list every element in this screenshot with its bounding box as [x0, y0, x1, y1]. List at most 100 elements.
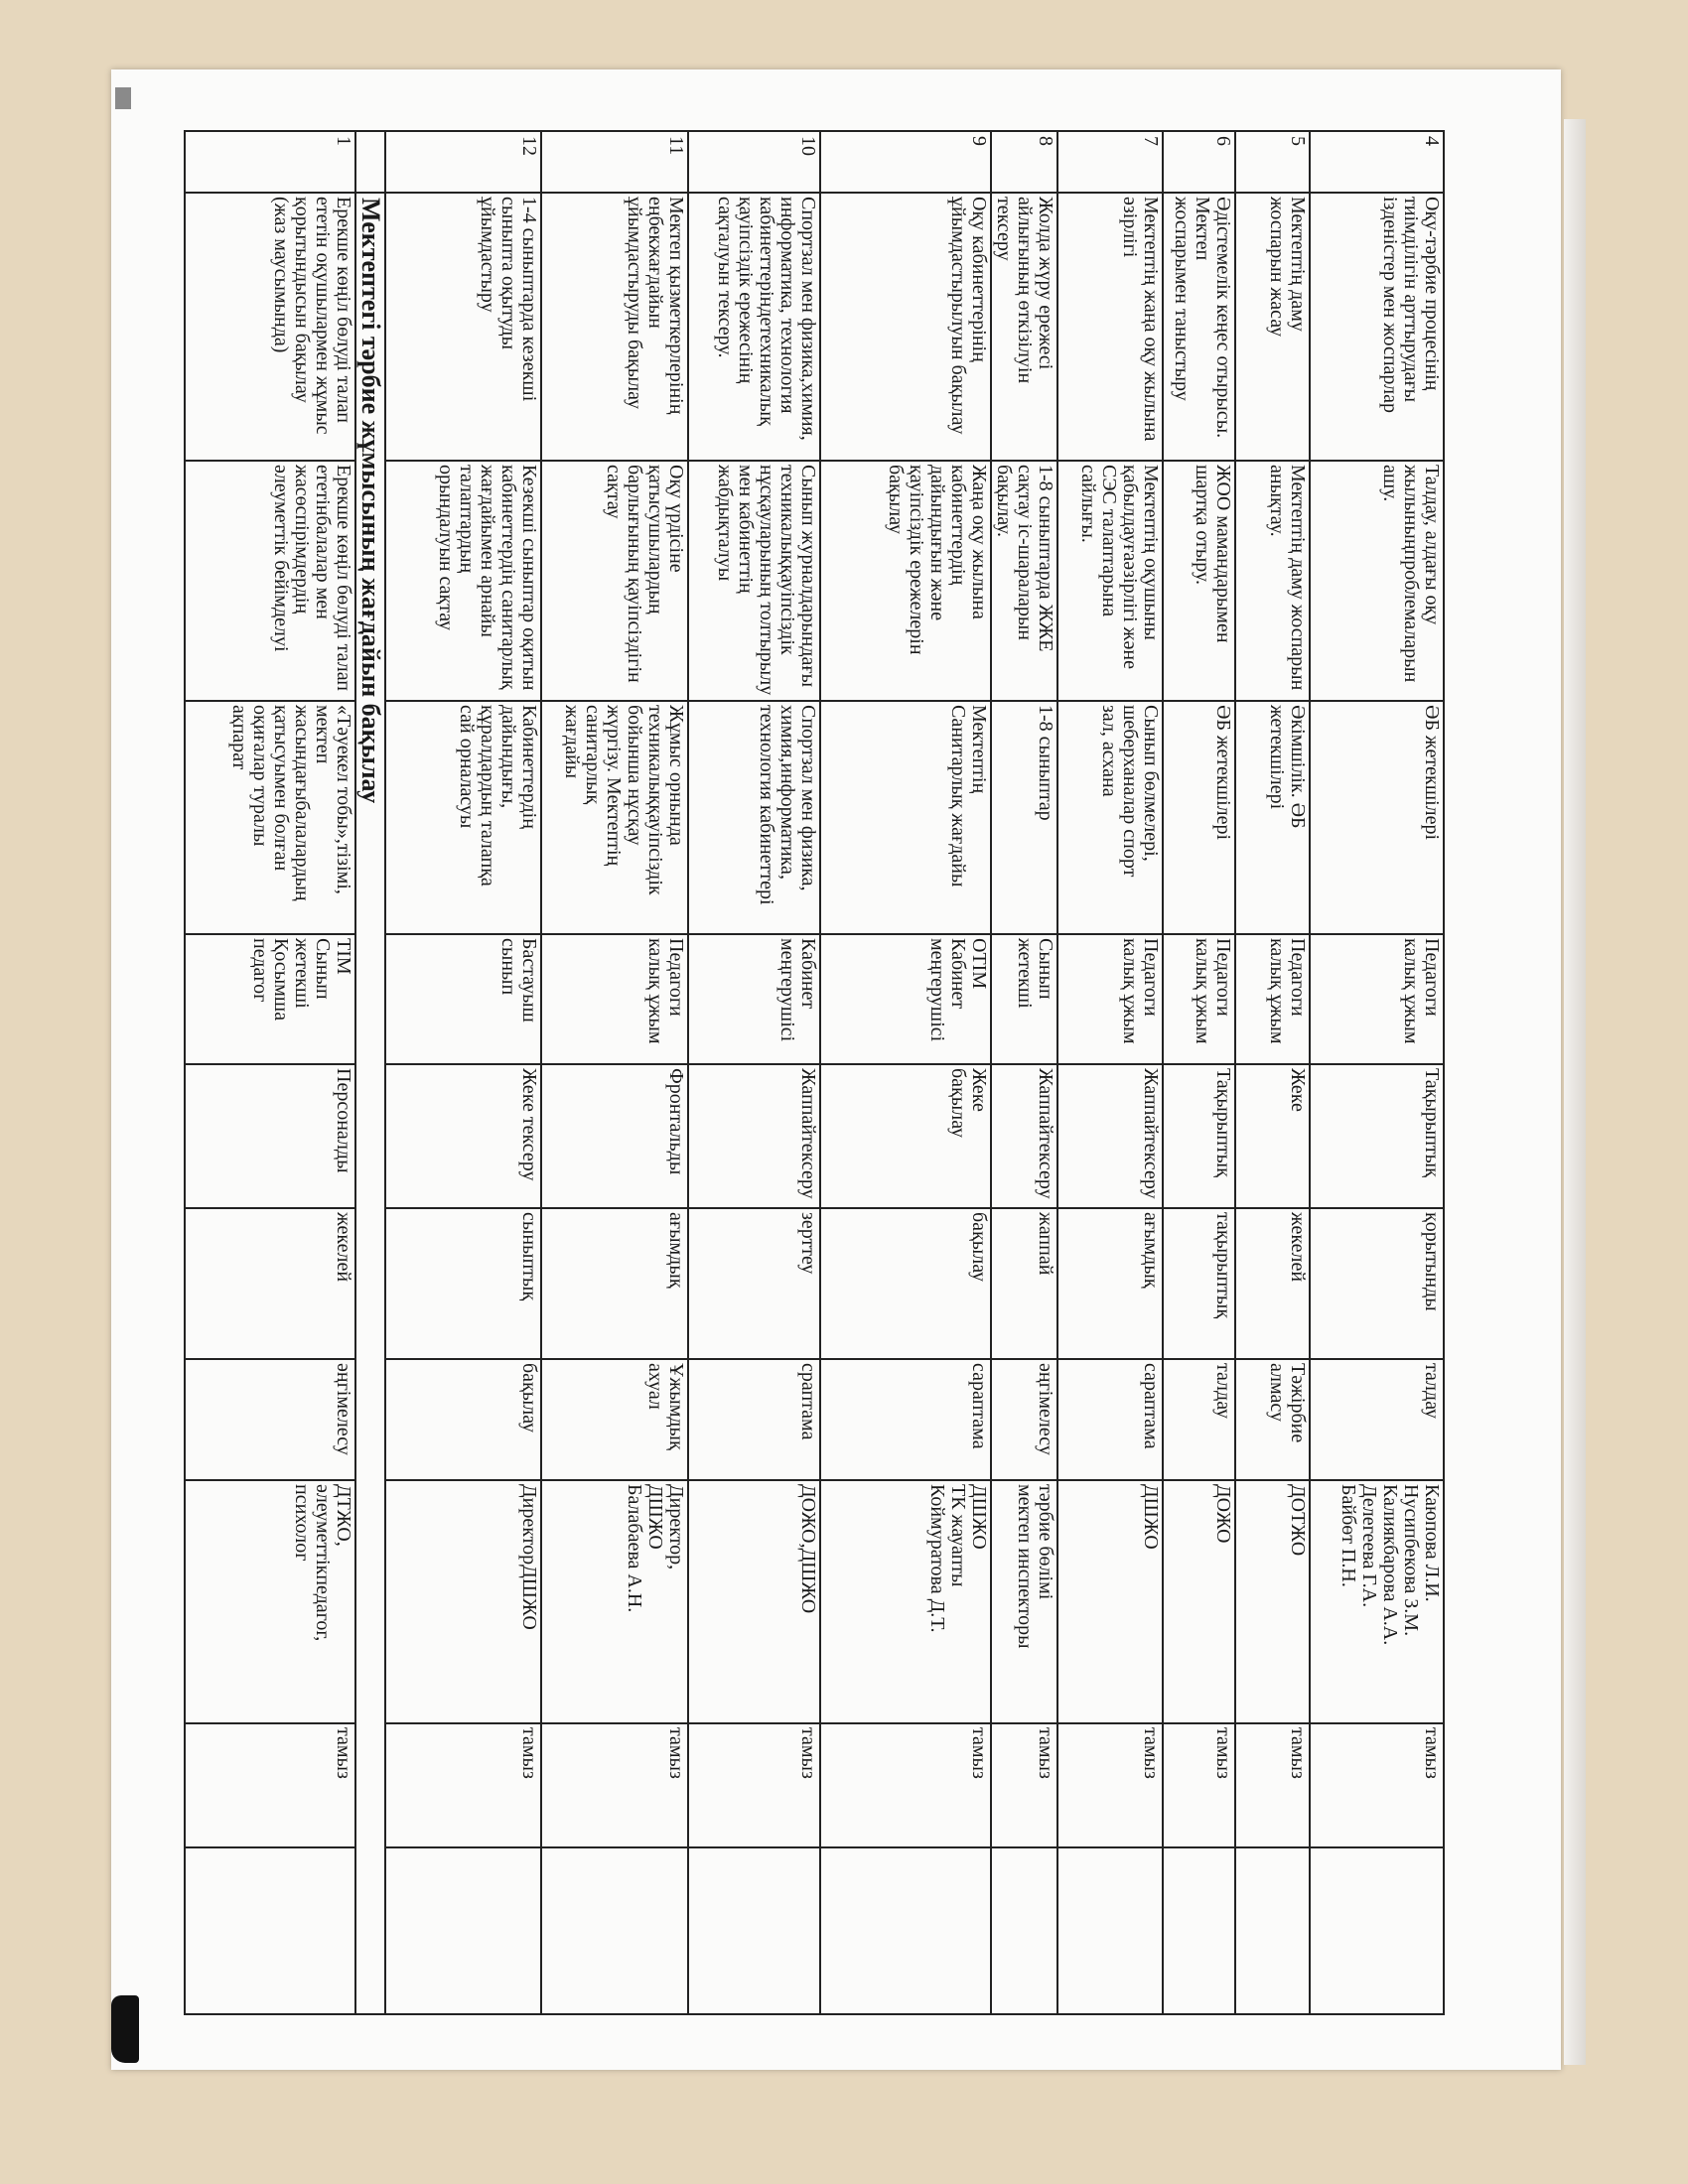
cell-control-type: Жаппайтексеру	[991, 1064, 1057, 1208]
rotated-document: 4 Оқу-тәрбие процесінің тиімділігін артты…	[185, 130, 1445, 2014]
cell-participants: ТІМ Сынып жетекші Қосымша педагог	[185, 934, 355, 1064]
row-number: 8	[991, 131, 1057, 193]
cell-object: 1-8 сыныптар	[991, 701, 1057, 934]
table-row: 4 Оқу-тәрбие процесінің тиімділігін артты…	[1310, 131, 1444, 2014]
cell-extra	[1163, 1847, 1235, 2014]
cell-object: Сынып бөлмелері, шеберханалар спорт зал,…	[1057, 701, 1163, 934]
row-number: 9	[820, 131, 991, 193]
cell-extra	[1235, 1847, 1310, 2014]
row-number: 10	[688, 131, 820, 193]
row-number: 5	[1235, 131, 1310, 193]
cell-responsible: ДОЖО	[1163, 1480, 1235, 1723]
cell-control-type: Жеке тексеру	[385, 1064, 541, 1208]
cell-purpose: Мектептің оқушыны қабылдауғаәзірлігі жән…	[1057, 461, 1163, 701]
cell-extra	[541, 1847, 688, 2014]
cell-extra	[385, 1847, 541, 2014]
cell-control-kind: қорытынды	[1310, 1208, 1444, 1359]
cell-method: әңгімелесу	[991, 1359, 1057, 1480]
table-row: 5 Мектептің даму жоспарын жасау Мектептің …	[1235, 131, 1310, 2014]
cell-control-type: Жаппайтексеру	[688, 1064, 820, 1208]
cell-deadline: тамыз	[1057, 1723, 1163, 1847]
cell-participants: Педагоги калық ұжым	[1235, 934, 1310, 1064]
row-number: 6	[1163, 131, 1235, 193]
cell-control-kind: зерттеу	[688, 1208, 820, 1359]
cell-extra	[185, 1847, 355, 2014]
table-row: 6 Әдістемелік кеңес отырысы. Мектеп жоспа…	[1163, 131, 1235, 2014]
cell-content: Спортзал мен физика,химия, информатика, …	[688, 193, 820, 461]
cell-purpose: ЖОО мамандарымен шартқа отыру.	[1163, 461, 1235, 701]
cell-control-type: Жеке бақылау	[820, 1064, 991, 1208]
cell-content: Мектеп қызметкерлерінің еңбекжағдайын ұй…	[541, 193, 688, 461]
cell-control-type: Жаппайтексеру	[1057, 1064, 1163, 1208]
scan-mark	[115, 87, 131, 109]
cell-responsible: ДОТЖО	[1235, 1480, 1310, 1723]
cell-purpose: Сынып журналдарындағы техникалыққауіпсіз…	[688, 461, 820, 701]
cell-method: сараптама	[1057, 1359, 1163, 1480]
table-row: 1 Ерекше көңіл бөлуді талап ететін оқушыл…	[185, 131, 355, 2014]
cell-method: сраптама	[688, 1359, 820, 1480]
row-number: 12	[385, 131, 541, 193]
cell-content: Әдістемелік кеңес отырысы. Мектеп жоспар…	[1163, 193, 1235, 461]
row-number: 7	[1057, 131, 1163, 193]
cell-method: бақылау	[385, 1359, 541, 1480]
cell-extra	[688, 1847, 820, 2014]
cell-deadline: тамыз	[1235, 1723, 1310, 1847]
cell-object: «Тәуекел тобы»,тізімі, мектеп жасындағыб…	[185, 701, 355, 934]
scan-artifact	[111, 1995, 139, 2063]
cell-participants: Кабинет меңгерушісі	[688, 934, 820, 1064]
cell-control-kind: бақылау	[820, 1208, 991, 1359]
cell-responsible: Каюпова Л.И. Нусипбекова З.М. Калиякбаро…	[1310, 1480, 1444, 1723]
cell-responsible: ДШЖО	[1057, 1480, 1163, 1723]
cell-deadline: тамыз	[185, 1723, 355, 1847]
cell-participants: Педагоги калық ұжым	[1057, 934, 1163, 1064]
cell-participants: ОТІМ Кабинет меңгерушісі	[820, 934, 991, 1064]
cell-control-type: Тақырыптық	[1163, 1064, 1235, 1208]
cell-content: Жолда жүру ережесі айлығының өткізілуін …	[991, 193, 1057, 461]
cell-responsible: ДТЖО, әлеуметтікпедагог, психолог	[185, 1480, 355, 1723]
cell-method: әңгімелесу	[185, 1359, 355, 1480]
cell-responsible: ДиректорДШЖО	[385, 1480, 541, 1723]
cell-control-kind: ағымдық	[541, 1208, 688, 1359]
cell-deadline: тамыз	[1163, 1723, 1235, 1847]
cell-content: 1-4 сыныптарда кезекші сыныпта оқытуды ұ…	[385, 193, 541, 461]
table-row: 9 Оқу кабинеттерінің ұйымдастырылуын бақы…	[820, 131, 991, 2014]
cell-control-type: Жеке	[1235, 1064, 1310, 1208]
table-row: 12 1-4 сыныптарда кезекші сыныпта оқытуды…	[385, 131, 541, 2014]
section-title: Мектептегі тәрбие жұмысының жағдайын бақ…	[355, 193, 385, 2014]
paper-stack-edge	[1564, 119, 1586, 2065]
cell-control-kind: жекелей	[1235, 1208, 1310, 1359]
table-row: 11 Мектеп қызметкерлерінің еңбекжағдайын …	[541, 131, 688, 2014]
cell-control-kind: тақырыптық	[1163, 1208, 1235, 1359]
cell-extra	[820, 1847, 991, 2014]
cell-deadline: тамыз	[385, 1723, 541, 1847]
cell-method: Тәжірбие алмасу	[1235, 1359, 1310, 1480]
cell-purpose: Кезекші сыныптар оқитын кабинеттердің са…	[385, 461, 541, 701]
cell-participants: Педагоги калық ұжым	[541, 934, 688, 1064]
row-number: 11	[541, 131, 688, 193]
cell-control-kind: жекелей	[185, 1208, 355, 1359]
section-header-row: Мектептегі тәрбие жұмысының жағдайын бақ…	[355, 131, 385, 2014]
cell-content: Ерекше көңіл бөлуді талап ететін оқушыла…	[185, 193, 355, 461]
cell-responsible: Директор, ДШЖО Балабаева А.Н.	[541, 1480, 688, 1723]
table-row: 7 Мектептің жаңа оқу жылына әзірлігі Мекте…	[1057, 131, 1163, 2014]
cell-purpose: Жаңа оқу жылына кабинеттердің дайындығын…	[820, 461, 991, 701]
table-row: 10 Спортзал мен физика,химия, информатика…	[688, 131, 820, 2014]
cell-extra	[1057, 1847, 1163, 2014]
cell-control-kind: жаппай	[991, 1208, 1057, 1359]
cell-object: Мектептің Санитарлық жағдайы	[820, 701, 991, 934]
cell-object: ӘБ жетекшілері	[1310, 701, 1444, 934]
cell-control-type: Фронтальды	[541, 1064, 688, 1208]
cell-participants: Педагоги калық ұжым	[1163, 934, 1235, 1064]
cell-deadline: тамыз	[1310, 1723, 1444, 1847]
paper-sheet	[111, 69, 1561, 2070]
cell-method: Ұжымдық ахуал	[541, 1359, 688, 1480]
cell-object: Жұмыс орнында техникалыққауіпсіздік бойы…	[541, 701, 688, 934]
cell-object: Спортзал мен физика, химия,информатика, …	[688, 701, 820, 934]
cell-purpose: Мектептің даму жоспарын анықтау.	[1235, 461, 1310, 701]
cell-control-type: Тақырыптық	[1310, 1064, 1444, 1208]
plan-table: 4 Оқу-тәрбие процесінің тиімділігін артты…	[184, 130, 1445, 2015]
cell-participants: Педагоги калық ұжым	[1310, 934, 1444, 1064]
cell-control-type: Персоналды	[185, 1064, 355, 1208]
cell-content: Оқу-тәрбие процесінің тиімділігін арттыр…	[1310, 193, 1444, 461]
cell-control-kind: ағымдық	[1057, 1208, 1163, 1359]
